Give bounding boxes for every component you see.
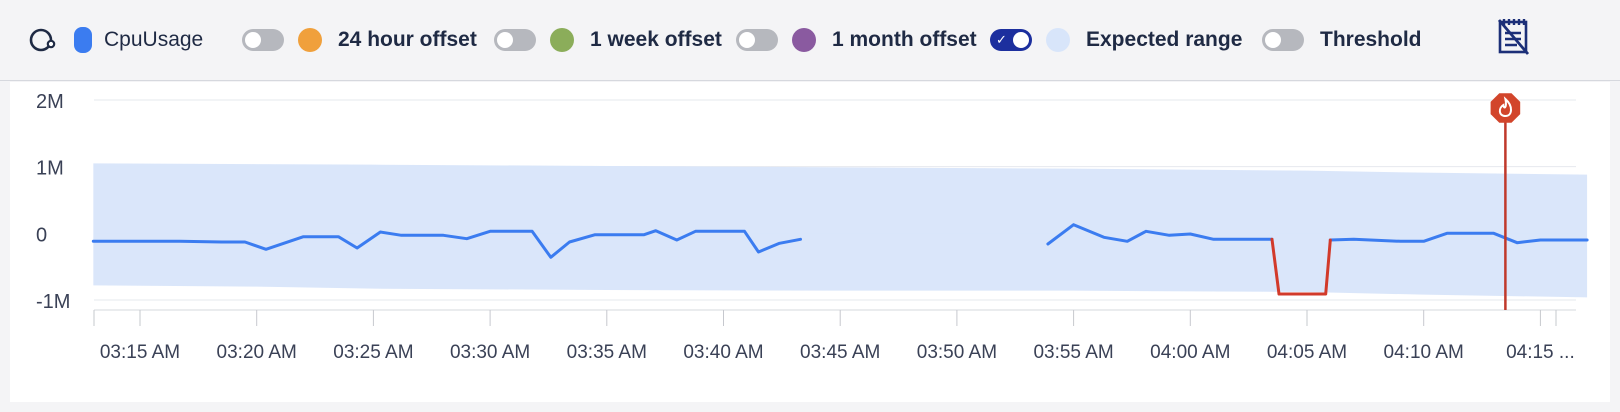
x-tick-label: 03:55 AM	[1033, 342, 1113, 363]
legend-item-expected-range[interactable]: ✓ Expected range	[990, 24, 1242, 56]
x-tick-label: 03:15 AM	[100, 342, 180, 363]
series-line-cpuusage	[1328, 231, 1589, 245]
legend-bar: CpuUsage 24 hour offset 1 week offset 1 …	[0, 0, 1620, 81]
no-report-icon	[1497, 19, 1530, 55]
swatch-1-month	[792, 28, 816, 52]
y-tick-label: -1M	[36, 291, 70, 313]
x-tick-label: 03:45 AM	[800, 342, 880, 363]
series-line-cpuusage	[91, 229, 802, 259]
x-tick-label: 04:05 AM	[1267, 342, 1347, 363]
x-tick-label: 03:35 AM	[567, 342, 647, 363]
toggle-threshold[interactable]	[1262, 29, 1304, 51]
x-tick-label: 04:10 AM	[1384, 342, 1464, 363]
swatch-1-week	[550, 28, 574, 52]
chart-area: 2M 1M 0 -1M 03:15 AM 03:20 AM 03:25 AM 03:30 AM…	[10, 82, 1610, 402]
x-tick-label: 03:20 AM	[217, 342, 297, 363]
label-threshold: Threshold	[1320, 28, 1422, 51]
cpuusage-swatch	[74, 27, 92, 53]
legend-item-cpuusage[interactable]: CpuUsage	[74, 24, 203, 56]
refresh-button[interactable]	[26, 24, 58, 56]
report-toggle-button[interactable]	[1496, 19, 1532, 55]
x-tick-label: 03:40 AM	[683, 342, 763, 363]
legend-item-threshold[interactable]: Threshold	[1262, 24, 1422, 56]
label-1-month-offset: 1 month offset	[832, 28, 977, 51]
toggle-1-week-offset[interactable]	[494, 29, 536, 51]
x-tick-label: 03:50 AM	[917, 342, 997, 363]
expected-range-band	[93, 163, 1588, 298]
legend-item-1-month-offset[interactable]: 1 month offset	[736, 24, 977, 56]
cpu-usage-chart: 2M 1M 0 -1M 03:15 AM 03:20 AM 03:25 AM 03:30 AM…	[36, 91, 1589, 363]
x-tick-label: 03:25 AM	[333, 342, 413, 363]
y-tick-label: 2M	[36, 91, 64, 113]
check-icon: ✓	[996, 32, 1007, 47]
swatch-expected-range	[1046, 28, 1070, 52]
anomaly-line	[1270, 237, 1332, 296]
toggle-expected-range[interactable]: ✓	[990, 29, 1032, 51]
series-line-cpuusage	[1046, 223, 1274, 246]
x-tick-label: 03:30 AM	[450, 342, 530, 363]
label-expected-range: Expected range	[1086, 28, 1243, 51]
toggle-24-hour-offset[interactable]	[242, 29, 284, 51]
label-24-hour-offset: 24 hour offset	[338, 28, 477, 51]
x-tick-label: 04:00 AM	[1150, 342, 1230, 363]
fire-icon	[1498, 96, 1513, 118]
legend-item-1-week-offset[interactable]: 1 week offset	[494, 24, 722, 56]
x-tick-label: 04:15 ...	[1506, 342, 1575, 363]
y-tick-label: 1M	[36, 158, 64, 180]
y-tick-label: 0	[36, 224, 47, 246]
label-1-week-offset: 1 week offset	[590, 28, 722, 51]
refresh-icon	[29, 28, 56, 52]
swatch-24-hour	[298, 28, 322, 52]
toggle-1-month-offset[interactable]	[736, 29, 778, 51]
legend-item-24-hour-offset[interactable]: 24 hour offset	[242, 24, 477, 56]
cpuusage-label: CpuUsage	[104, 28, 204, 51]
